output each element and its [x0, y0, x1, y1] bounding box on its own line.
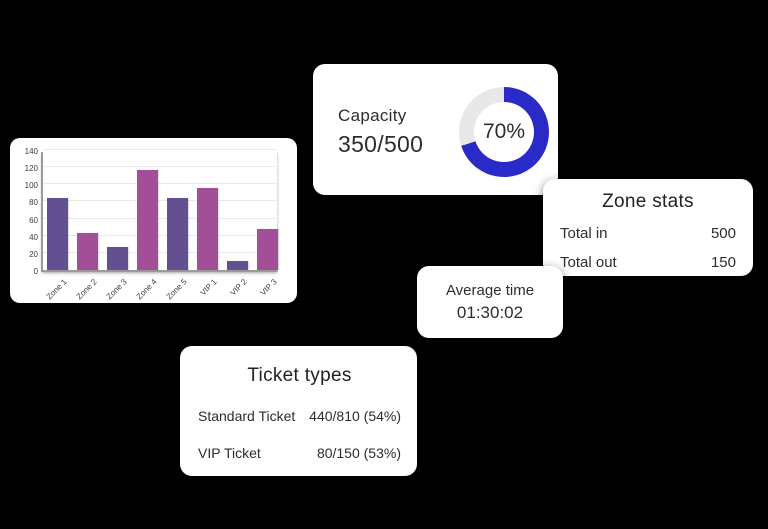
y-tick-label: 140: [24, 147, 38, 156]
zone-stats-card: Zone stats Total in 500 Total out 150: [543, 179, 753, 276]
x-tick-label-zone-4: Zone 4: [134, 277, 159, 302]
average-time-value: 01:30:02: [456, 302, 524, 322]
capacity-card: Capacity 350/500 70%: [313, 64, 558, 195]
y-tick-label: 80: [29, 198, 38, 208]
stat-label: Total out: [560, 254, 617, 271]
capacity-title: Capacity: [338, 106, 407, 125]
y-tick-label: 100: [24, 181, 38, 191]
x-tick-label-zone-5: Zone 5: [164, 277, 189, 302]
stat-label: VIP Ticket: [198, 445, 261, 461]
x-tick-label-zone-2: Zone 2: [74, 277, 99, 302]
zone-occupancy-chart-card: 0 20 40 60 80 100 120 140 Zone 1 Zone 2 Zone 3 Zone…: [10, 138, 297, 303]
ticket-row-standard: Standard Ticket 440/810 (54%): [198, 408, 401, 424]
y-tick-label: 40: [29, 232, 38, 242]
gridline-120: [43, 166, 277, 167]
bar-zone-5: [167, 198, 188, 270]
ticket-row-vip: VIP Ticket 80/150 (53%): [198, 445, 401, 461]
stat-value: 440/810 (54%): [309, 408, 401, 424]
x-tick-label-vip-1: VIP 1: [198, 277, 219, 298]
zone-occupancy-bar-chart: [41, 149, 278, 272]
capacity-text-block: Capacity 350/500: [338, 106, 423, 158]
gridline-140: [43, 149, 277, 150]
y-tick-label: 120: [24, 164, 38, 174]
average-time-title: Average time: [445, 281, 535, 299]
gridline-20: [43, 252, 277, 253]
y-tick-label: 60: [29, 215, 38, 225]
x-tick-label-vip-2: VIP 2: [228, 277, 249, 298]
bar-zone-4: [137, 169, 158, 270]
x-tick-label-zone-1: Zone 1: [44, 277, 69, 302]
stat-label: Standard Ticket: [198, 408, 296, 424]
ticket-types-card: Ticket types Standard Ticket 440/810 (54…: [180, 346, 417, 476]
gridline-40: [43, 235, 277, 236]
stat-label: Total in: [560, 225, 608, 242]
gridline-60: [43, 218, 277, 219]
gridline-80: [43, 200, 277, 201]
y-tick-label: 20: [29, 249, 38, 259]
y-tick-label: 0: [33, 267, 38, 276]
x-tick-label-vip-3: VIP 3: [258, 277, 279, 298]
stat-value: 150: [710, 254, 736, 271]
capacity-donut-chart: 70%: [459, 87, 549, 177]
bar-zone-1: [47, 198, 68, 270]
stat-value: 80/150 (53%): [316, 445, 401, 461]
capacity-percent-label: 70%: [482, 120, 526, 143]
average-time-card: Average time 01:30:02: [417, 266, 563, 338]
bar-zone-3: [107, 246, 128, 270]
zone-stats-row-total-out: Total out 150: [560, 254, 736, 271]
bar-vip-3: [257, 228, 278, 270]
bar-vip-2: [227, 260, 248, 270]
zone-stats-row-total-in: Total in 500: [560, 225, 736, 242]
bar-zone-2: [77, 233, 98, 270]
x-tick-label-zone-3: Zone 3: [104, 277, 129, 302]
stat-value: 500: [710, 225, 736, 242]
bar-vip-1: [197, 187, 218, 270]
gridline-100: [43, 183, 277, 184]
capacity-value: 350/500: [338, 131, 424, 157]
ticket-types-title: Ticket types: [247, 365, 352, 386]
zone-stats-title: Zone stats: [602, 191, 694, 212]
